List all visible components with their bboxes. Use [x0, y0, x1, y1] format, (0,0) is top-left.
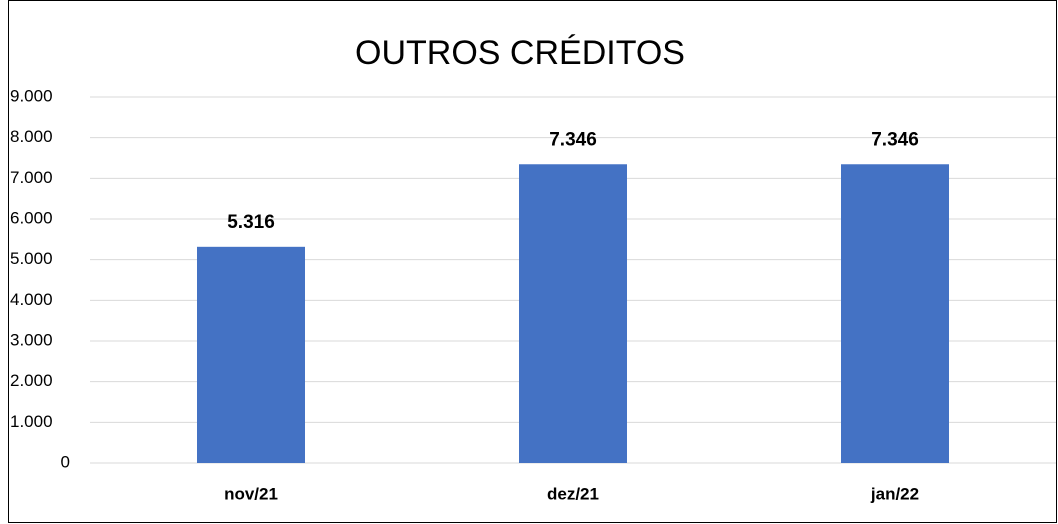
- data-label: 7.346: [871, 129, 919, 150]
- y-tick-label: 7.000: [10, 168, 53, 187]
- bar: [197, 246, 305, 463]
- x-tick-label: nov/21: [224, 484, 278, 503]
- data-label: 7.346: [549, 129, 597, 150]
- x-tick-label: dez/21: [547, 484, 599, 503]
- bar: [841, 164, 949, 463]
- data-label: 5.316: [227, 212, 275, 233]
- x-tick-label: jan/22: [870, 484, 919, 503]
- y-tick-label: 9.000: [10, 86, 53, 105]
- y-tick-label: 3.000: [10, 330, 53, 349]
- y-tick-label: 4.000: [10, 290, 53, 309]
- y-tick-label: 5.000: [10, 249, 53, 268]
- bar: [519, 164, 627, 463]
- y-tick-label: 1.000: [10, 412, 53, 431]
- y-tick-label: 2.000: [10, 371, 53, 390]
- chart-title: OUTROS CRÉDITOS: [355, 34, 685, 72]
- y-tick-label: 6.000: [10, 208, 53, 227]
- y-tick-label: 8.000: [10, 127, 53, 146]
- y-tick-label: 0: [61, 452, 70, 471]
